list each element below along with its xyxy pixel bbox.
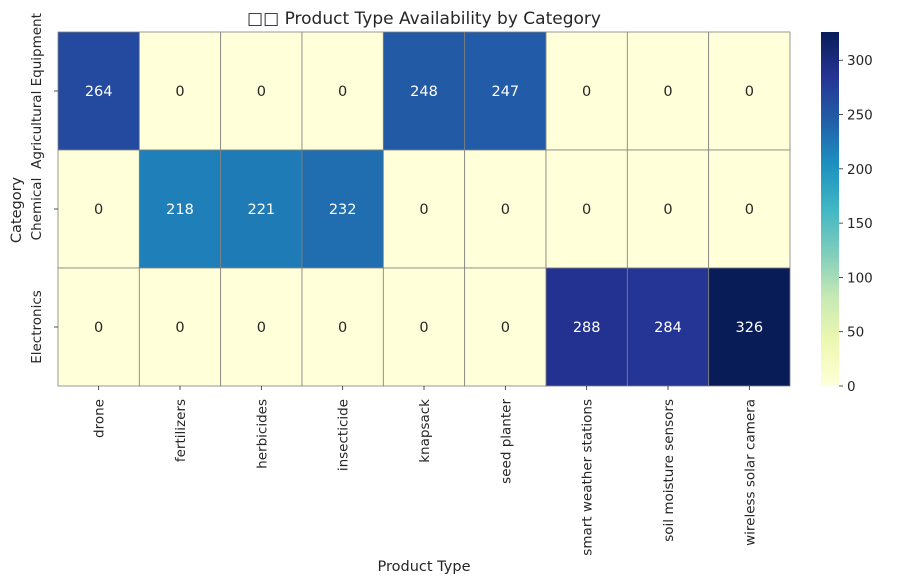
heatmap-cell bbox=[464, 149, 547, 269]
x-axis-label: Product Type bbox=[378, 559, 471, 575]
cell-value-label: 0 bbox=[663, 202, 672, 218]
x-tick-label: wireless solar camera bbox=[742, 399, 758, 546]
heatmap-cell bbox=[138, 267, 222, 387]
heatmap-cell bbox=[626, 149, 710, 269]
cell-value-label: 288 bbox=[573, 320, 601, 336]
heatmap-cell bbox=[382, 267, 466, 387]
cell-value-label: 218 bbox=[166, 202, 194, 218]
cell-value-label: 0 bbox=[663, 84, 672, 100]
heatmap-cell bbox=[545, 149, 628, 269]
heatmap-cell bbox=[382, 149, 466, 269]
colorbar-tick-label: 300 bbox=[847, 53, 873, 69]
cell-value-label: 0 bbox=[175, 320, 184, 336]
heatmap-cell bbox=[220, 149, 303, 269]
heatmap-cell bbox=[220, 267, 303, 387]
chart-title: □□ Product Type Availability by Category bbox=[247, 9, 601, 29]
cell-value-labels: 264 0 0 0 248 247 0 0 0 0 218 221 232 0 0 0 0 0 0 0 0 0 0 0 288 2… bbox=[85, 84, 763, 336]
x-tick-label: herbicides bbox=[254, 399, 270, 469]
y-tick-label: Chemical bbox=[29, 178, 45, 241]
cell-value-label: 0 bbox=[94, 320, 103, 336]
cell-value-label: 0 bbox=[257, 320, 266, 336]
y-axis-label: Category bbox=[9, 176, 25, 243]
cell-value-label: 0 bbox=[582, 84, 591, 100]
heatmap-cell bbox=[301, 149, 384, 269]
colorbar-tick-label: 0 bbox=[847, 379, 856, 395]
colorbar-ticks: 0 50 100 150 200 250 300 bbox=[839, 53, 873, 395]
colorbar-tick-label: 150 bbox=[847, 216, 873, 232]
x-tick-label: knapsack bbox=[417, 399, 433, 463]
cell-value-label: 232 bbox=[329, 202, 357, 218]
heatmap-cell bbox=[301, 267, 384, 387]
cell-value-label: 248 bbox=[410, 84, 438, 100]
cell-value-label: 0 bbox=[338, 84, 347, 100]
cell-value-label: 0 bbox=[257, 84, 266, 100]
heatmap-cell bbox=[138, 31, 222, 151]
colorbar-tick-label: 200 bbox=[847, 162, 873, 178]
heatmap-cells bbox=[57, 31, 791, 387]
heatmap-cell bbox=[301, 31, 384, 151]
heatmap-cell bbox=[626, 31, 710, 151]
x-tick-labels: drone fertilizers herbicides insecticide kna… bbox=[92, 386, 758, 556]
heatmap-cell bbox=[464, 31, 547, 151]
cell-value-label: 0 bbox=[419, 202, 428, 218]
heatmap-cell bbox=[57, 149, 140, 269]
colorbar-tick-label: 250 bbox=[847, 108, 873, 124]
cell-value-label: 0 bbox=[94, 202, 103, 218]
cell-value-label: 0 bbox=[501, 320, 510, 336]
cell-value-label: 0 bbox=[419, 320, 428, 336]
heatmap-cell bbox=[57, 267, 140, 387]
cell-value-label: 0 bbox=[745, 84, 754, 100]
x-tick-label: soil moisture sensors bbox=[661, 399, 677, 542]
cell-value-label: 284 bbox=[654, 320, 682, 336]
heatmap-cell bbox=[220, 31, 303, 151]
cell-value-label: 0 bbox=[338, 320, 347, 336]
heatmap-cell bbox=[708, 267, 791, 387]
colorbar bbox=[821, 32, 839, 386]
heatmap-cell bbox=[57, 31, 140, 151]
y-tick-label: Agricultural Equipment bbox=[29, 13, 45, 169]
cell-value-label: 326 bbox=[735, 320, 763, 336]
x-tick-label: fertilizers bbox=[173, 399, 189, 462]
heatmap-cell bbox=[382, 31, 466, 151]
cell-value-label: 0 bbox=[501, 202, 510, 218]
y-tick-labels: Agricultural Equipment Chemical Electronic… bbox=[29, 13, 58, 364]
cell-value-label: 264 bbox=[85, 84, 113, 100]
x-tick-label: smart weather stations bbox=[580, 399, 596, 556]
cell-value-label: 247 bbox=[491, 84, 519, 100]
cell-value-label: 0 bbox=[175, 84, 184, 100]
y-tick-label: Electronics bbox=[29, 290, 45, 364]
heatmap-cell bbox=[545, 267, 628, 387]
x-tick-label: insecticide bbox=[336, 399, 352, 471]
cell-value-label: 0 bbox=[582, 202, 591, 218]
x-tick-label: drone bbox=[92, 399, 108, 438]
x-tick-label: seed planter bbox=[498, 399, 514, 484]
colorbar-tick-label: 100 bbox=[847, 270, 873, 286]
colorbar-tick-label: 50 bbox=[847, 325, 864, 341]
cell-value-label: 0 bbox=[745, 202, 754, 218]
cell-value-label: 221 bbox=[247, 202, 275, 218]
heatmap-cell bbox=[708, 149, 791, 269]
